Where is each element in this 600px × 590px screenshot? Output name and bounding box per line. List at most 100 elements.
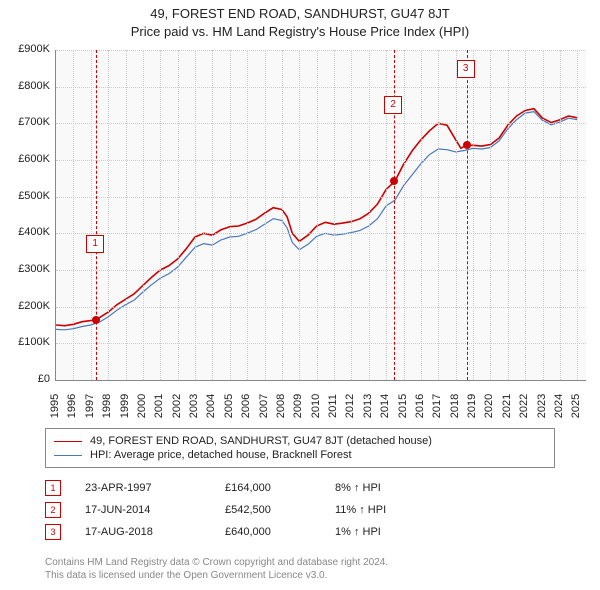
ytick-label: £100K	[5, 336, 50, 348]
ytick-label: £200K	[5, 300, 50, 312]
footer-line-2: This data is licensed under the Open Gov…	[45, 569, 555, 582]
xtick-label: 2020	[483, 391, 495, 421]
xtick-label: 2009	[292, 391, 304, 421]
xtick-label: 2002	[171, 391, 183, 421]
xtick-label: 2013	[362, 391, 374, 421]
sale-row-date: 17-AUG-2018	[85, 526, 225, 538]
gridline-vertical	[421, 50, 422, 380]
plot-area	[55, 50, 586, 381]
xtick-label: 2001	[153, 391, 165, 421]
sale-guide-line	[467, 50, 468, 380]
xtick-label: 2016	[414, 391, 426, 421]
gridline-vertical	[247, 50, 248, 380]
gridline-vertical	[404, 50, 405, 380]
legend-label-hpi: HPI: Average price, detached house, Brac…	[90, 449, 352, 461]
xtick-label: 1995	[49, 391, 61, 421]
gridline-horizontal	[56, 270, 586, 271]
gridline-vertical	[369, 50, 370, 380]
gridline-vertical	[525, 50, 526, 380]
gridline-vertical	[282, 50, 283, 380]
gridline-vertical	[351, 50, 352, 380]
xtick-label: 1998	[101, 391, 113, 421]
gridline-vertical	[299, 50, 300, 380]
legend-box: 49, FOREST END ROAD, SANDHURST, GU47 8JT…	[45, 428, 555, 468]
sale-dot	[463, 141, 471, 149]
footer-attribution: Contains HM Land Registry data © Crown c…	[45, 556, 555, 582]
footer-line-1: Contains HM Land Registry data © Crown c…	[45, 556, 555, 569]
ytick-label: £500K	[5, 190, 50, 202]
gridline-vertical	[334, 50, 335, 380]
xtick-label: 2024	[553, 391, 565, 421]
ytick-label: £600K	[5, 153, 50, 165]
chart-title-address: 49, FOREST END ROAD, SANDHURST, GU47 8JT	[0, 6, 600, 21]
gridline-vertical	[473, 50, 474, 380]
gridline-vertical	[317, 50, 318, 380]
ytick-label: £900K	[5, 43, 50, 55]
xtick-label: 1999	[119, 391, 131, 421]
sale-row-index: 2	[45, 502, 61, 518]
gridline-vertical	[108, 50, 109, 380]
gridline-horizontal	[56, 123, 586, 124]
legend-row-hpi: HPI: Average price, detached house, Brac…	[54, 449, 546, 461]
gridline-horizontal	[56, 307, 586, 308]
line-series-svg	[56, 50, 586, 380]
xtick-label: 2018	[449, 391, 461, 421]
sale-row: 217-JUN-2014£542,50011% ↑ HPI	[45, 502, 555, 518]
sale-row-price: £640,000	[225, 526, 335, 538]
xtick-label: 2007	[258, 391, 270, 421]
gridline-horizontal	[56, 233, 586, 234]
sale-row: 123-APR-1997£164,0008% ↑ HPI	[45, 480, 555, 496]
gridline-vertical	[543, 50, 544, 380]
gridline-vertical	[212, 50, 213, 380]
gridline-horizontal	[56, 197, 586, 198]
xtick-label: 2017	[431, 391, 443, 421]
xtick-label: 2011	[327, 391, 339, 421]
gridline-vertical	[160, 50, 161, 380]
gridline-horizontal	[56, 343, 586, 344]
ytick-label: £800K	[5, 80, 50, 92]
xtick-label: 2025	[570, 391, 582, 421]
legend-swatch-property	[54, 441, 82, 442]
sales-list: 123-APR-1997£164,0008% ↑ HPI 2 17-JUN-2014…	[45, 474, 555, 546]
gridline-vertical	[126, 50, 127, 380]
xtick-label: 2022	[518, 391, 530, 421]
legend-row-property: 49, FOREST END ROAD, SANDHURST, GU47 8JT…	[54, 435, 546, 447]
sale-row-date: 17-JUN-2014	[85, 504, 225, 516]
xtick-label: 2012	[344, 391, 356, 421]
sale-row-price: £164,000	[225, 482, 335, 494]
xtick-label: 2005	[223, 391, 235, 421]
gridline-vertical	[560, 50, 561, 380]
sale-row-diff: 11% ↑ HPI	[335, 504, 386, 516]
sale-dot	[92, 316, 100, 324]
gridline-horizontal	[56, 160, 586, 161]
ytick-label: £0	[5, 373, 50, 385]
xtick-label: 2019	[466, 391, 478, 421]
xtick-label: 2023	[536, 391, 548, 421]
sale-row-diff: 8% ↑ HPI	[335, 482, 381, 494]
gridline-vertical	[230, 50, 231, 380]
xtick-label: 2008	[275, 391, 287, 421]
xtick-label: 2004	[205, 391, 217, 421]
gridline-horizontal	[56, 87, 586, 88]
gridline-horizontal	[56, 50, 586, 51]
gridline-vertical	[178, 50, 179, 380]
legend-swatch-hpi	[54, 455, 82, 456]
ytick-label: £400K	[5, 226, 50, 238]
legend-label-property: 49, FOREST END ROAD, SANDHURST, GU47 8JT…	[90, 435, 432, 447]
sale-marker-box: 3	[457, 60, 475, 78]
sale-row: 317-AUG-2018£640,0001% ↑ HPI	[45, 524, 555, 540]
gridline-vertical	[508, 50, 509, 380]
sale-marker-box: 1	[86, 235, 104, 253]
chart-container: 49, FOREST END ROAD, SANDHURST, GU47 8JT…	[0, 0, 600, 590]
gridline-vertical	[265, 50, 266, 380]
xtick-label: 2010	[310, 391, 322, 421]
gridline-vertical	[143, 50, 144, 380]
gridline-vertical	[456, 50, 457, 380]
gridline-vertical	[438, 50, 439, 380]
sale-row-diff: 1% ↑ HPI	[335, 526, 381, 538]
xtick-label: 2003	[188, 391, 200, 421]
sale-row-date: 23-APR-1997	[85, 482, 225, 494]
gridline-vertical	[195, 50, 196, 380]
chart-title-subtitle: Price paid vs. HM Land Registry's House …	[0, 24, 600, 39]
xtick-label: 2021	[501, 391, 513, 421]
